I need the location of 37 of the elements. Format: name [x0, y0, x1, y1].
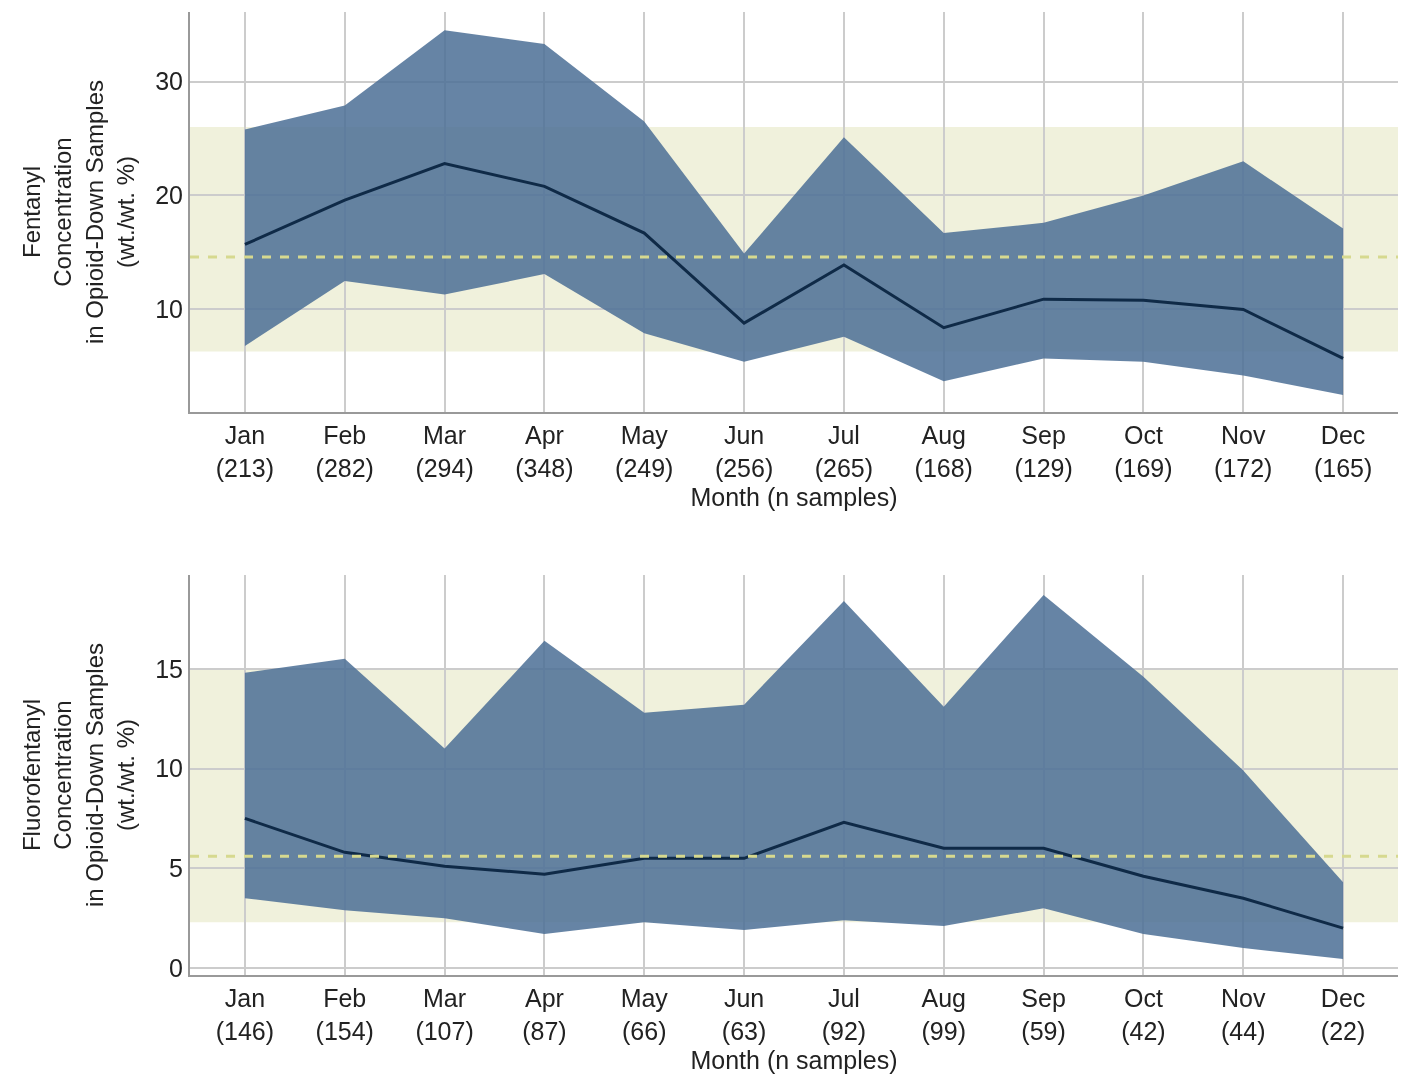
- x-tick-label: Jul (92): [821, 984, 867, 1045]
- line-series: [243, 162, 1345, 360]
- x-tick-label: Aug (168): [914, 421, 973, 482]
- x-tick-label: Dec (165): [1313, 421, 1373, 482]
- line-series: [243, 816, 1345, 930]
- x-tick-label: Jun (256): [714, 421, 774, 482]
- x-tick-label: Jan (213): [215, 421, 275, 482]
- x-tick-label: Feb (154): [315, 984, 374, 1045]
- x-tick-label: Nov (172): [1214, 421, 1273, 482]
- x-tick-label: May (249): [615, 421, 674, 482]
- y-tick-label: 15: [155, 654, 183, 683]
- x-tick-label: Jun (63): [721, 984, 767, 1045]
- y-tick-label: 5: [169, 854, 183, 883]
- x-tick-label: Oct (42): [1121, 984, 1166, 1045]
- x-tick-label: Feb (282): [315, 421, 374, 482]
- x-tick-label: Dec (22): [1320, 984, 1366, 1045]
- x-tick-label: Aug (99): [921, 984, 966, 1045]
- x-tick-label: Apr (87): [522, 984, 567, 1045]
- x-tick-label: Mar (107): [415, 984, 474, 1045]
- x-tick-label: Apr (348): [515, 421, 574, 482]
- y-tick-label: 0: [169, 953, 183, 982]
- x-axis-title: Month (n samples): [690, 483, 898, 511]
- y-tick-label: 10: [155, 754, 183, 783]
- x-tick-label: Jul (265): [814, 421, 874, 482]
- y-tick-label: 10: [155, 295, 183, 324]
- y-tick-label: 20: [155, 181, 183, 210]
- x-tick-label: Sep (129): [1014, 421, 1073, 482]
- x-tick-label: Oct (169): [1114, 421, 1173, 482]
- x-tick-label: May (66): [620, 984, 669, 1045]
- x-tick-label: Sep (59): [1021, 984, 1066, 1045]
- x-axis-title: Month (n samples): [690, 1046, 898, 1074]
- y-tick-label: 30: [155, 67, 183, 96]
- y-axis-title: Fluorofentanyl Concentration in Opioid-Down Samples (wt./wt. %): [18, 642, 139, 908]
- x-tick-label: Jan (146): [215, 984, 275, 1045]
- x-tick-label: Nov (44): [1221, 984, 1266, 1045]
- x-tick-label: Mar (294): [415, 421, 474, 482]
- y-axis-title: Fentanyl Concentration in Opioid-Down Samples (wt./wt. %): [18, 79, 139, 345]
